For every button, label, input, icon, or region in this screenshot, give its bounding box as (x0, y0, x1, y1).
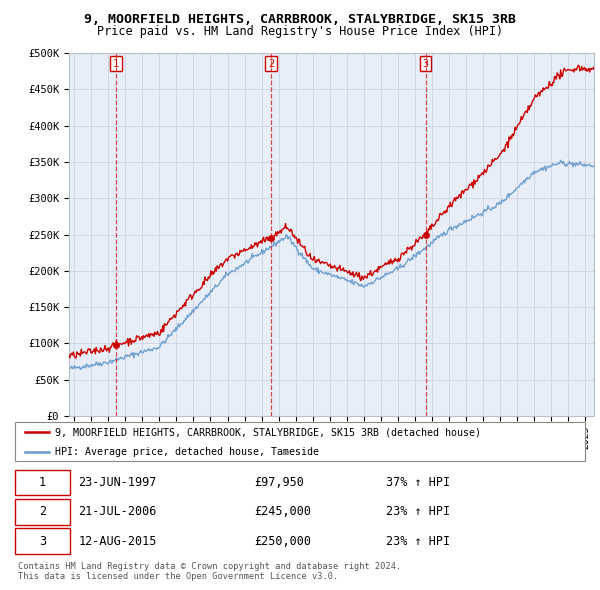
Text: Contains HM Land Registry data © Crown copyright and database right 2024.: Contains HM Land Registry data © Crown c… (18, 562, 401, 571)
FancyBboxPatch shape (15, 422, 585, 461)
Text: 1: 1 (38, 476, 46, 489)
Text: 23% ↑ HPI: 23% ↑ HPI (386, 535, 451, 548)
Text: This data is licensed under the Open Government Licence v3.0.: This data is licensed under the Open Gov… (18, 572, 338, 581)
Text: 3: 3 (422, 58, 429, 68)
FancyBboxPatch shape (15, 528, 70, 554)
Text: 9, MOORFIELD HEIGHTS, CARRBROOK, STALYBRIDGE, SK15 3RB: 9, MOORFIELD HEIGHTS, CARRBROOK, STALYBR… (84, 13, 516, 26)
Text: 12-AUG-2015: 12-AUG-2015 (78, 535, 157, 548)
Text: £250,000: £250,000 (254, 535, 311, 548)
Text: £97,950: £97,950 (254, 476, 304, 489)
Text: 2: 2 (268, 58, 274, 68)
FancyBboxPatch shape (15, 499, 70, 525)
Text: 37% ↑ HPI: 37% ↑ HPI (386, 476, 451, 489)
Text: 23-JUN-1997: 23-JUN-1997 (78, 476, 157, 489)
Text: HPI: Average price, detached house, Tameside: HPI: Average price, detached house, Tame… (55, 447, 319, 457)
Text: Price paid vs. HM Land Registry's House Price Index (HPI): Price paid vs. HM Land Registry's House … (97, 25, 503, 38)
Text: 9, MOORFIELD HEIGHTS, CARRBROOK, STALYBRIDGE, SK15 3RB (detached house): 9, MOORFIELD HEIGHTS, CARRBROOK, STALYBR… (55, 427, 481, 437)
FancyBboxPatch shape (15, 470, 70, 496)
Text: 2: 2 (38, 505, 46, 519)
Text: 21-JUL-2006: 21-JUL-2006 (78, 505, 157, 519)
Text: £245,000: £245,000 (254, 505, 311, 519)
Text: 23% ↑ HPI: 23% ↑ HPI (386, 505, 451, 519)
Text: 3: 3 (38, 535, 46, 548)
Text: 1: 1 (113, 58, 119, 68)
